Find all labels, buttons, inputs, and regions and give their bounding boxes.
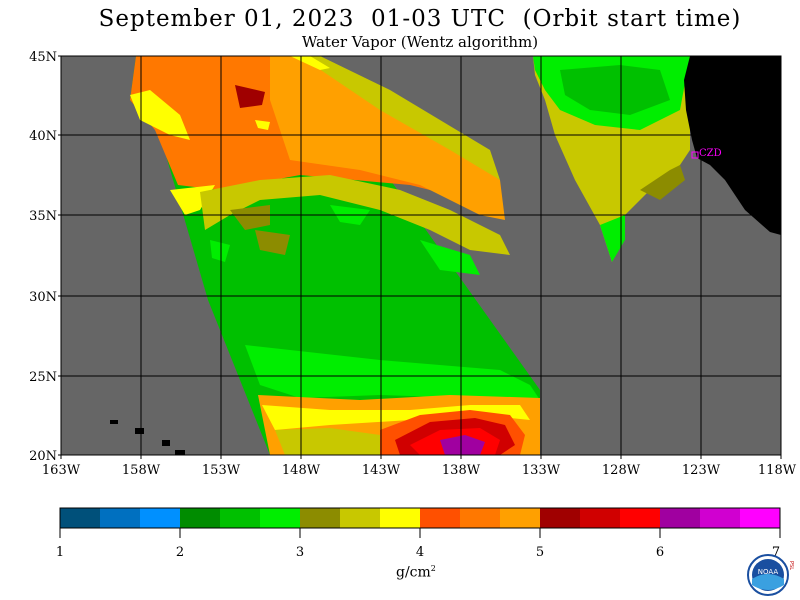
land-coast	[684, 56, 781, 235]
lat-label: 25N	[29, 370, 57, 385]
lat-label: 30N	[29, 290, 57, 305]
colorbar-swatch	[740, 508, 781, 528]
lon-label: 123W	[682, 463, 721, 478]
left-swath	[130, 56, 540, 455]
station-label: CZD	[699, 148, 722, 159]
lon-label: 118W	[758, 463, 797, 478]
colorbar-swatch	[420, 508, 461, 528]
colorbar-swatch	[660, 508, 701, 528]
colorbar-units: g/cm2	[396, 564, 436, 581]
island	[135, 428, 144, 434]
noaa-logo: NOAA PSL	[747, 554, 794, 596]
grid-lines	[61, 56, 781, 455]
colorbar-swatch	[220, 508, 261, 528]
station-marker	[691, 151, 699, 159]
colorbar-tick-label: 5	[536, 545, 544, 560]
lon-label: 133W	[522, 463, 561, 478]
colorbar-tick-label: 2	[176, 545, 184, 560]
island	[110, 420, 118, 424]
colorbar-tick-label: 1	[56, 545, 64, 560]
colorbar-swatch	[260, 508, 301, 528]
noaa-logo-text: NOAA	[758, 568, 779, 576]
colorbar-swatch	[460, 508, 501, 528]
chart-subtitle: Water Vapor (Wentz algorithm)	[301, 33, 539, 51]
island	[162, 440, 170, 446]
lon-label: 153W	[202, 463, 241, 478]
colorbar-tick-label: 3	[296, 545, 304, 560]
right-swath	[533, 56, 690, 262]
colorbar-swatch	[60, 508, 101, 528]
colorbar-swatch	[500, 508, 541, 528]
lat-label: 35N	[29, 209, 57, 224]
colorbar-swatch	[180, 508, 221, 528]
colorbar-swatch	[140, 508, 181, 528]
colorbar-tick-label: 6	[656, 545, 664, 560]
lon-label: 143W	[362, 463, 401, 478]
lon-label: 158W	[122, 463, 161, 478]
colorbar-swatch	[580, 508, 621, 528]
colorbar-swatch	[100, 508, 141, 528]
lat-label: 45N	[29, 50, 57, 65]
lon-label: 163W	[42, 463, 81, 478]
lon-label: 138W	[442, 463, 481, 478]
map-border	[60, 55, 782, 456]
colorbar-swatch	[540, 508, 581, 528]
colorbar-tick-label: 7	[772, 545, 780, 560]
island	[175, 450, 185, 455]
colorbar-tick-label: 4	[416, 545, 424, 560]
colorbar	[60, 508, 781, 528]
colorbar-swatch	[300, 508, 341, 528]
lon-label: 148W	[282, 463, 321, 478]
colorbar-swatch	[380, 508, 421, 528]
lat-label: 40N	[29, 129, 57, 144]
lon-label: 128W	[602, 463, 641, 478]
chart-title: September 01, 2023 01-03 UTC (Orbit star…	[98, 6, 742, 32]
lat-label: 20N	[29, 449, 57, 464]
psl-logo-text: PSL	[788, 561, 794, 570]
colorbar-swatch	[620, 508, 661, 528]
colorbar-swatch	[340, 508, 381, 528]
colorbar-swatch	[700, 508, 741, 528]
